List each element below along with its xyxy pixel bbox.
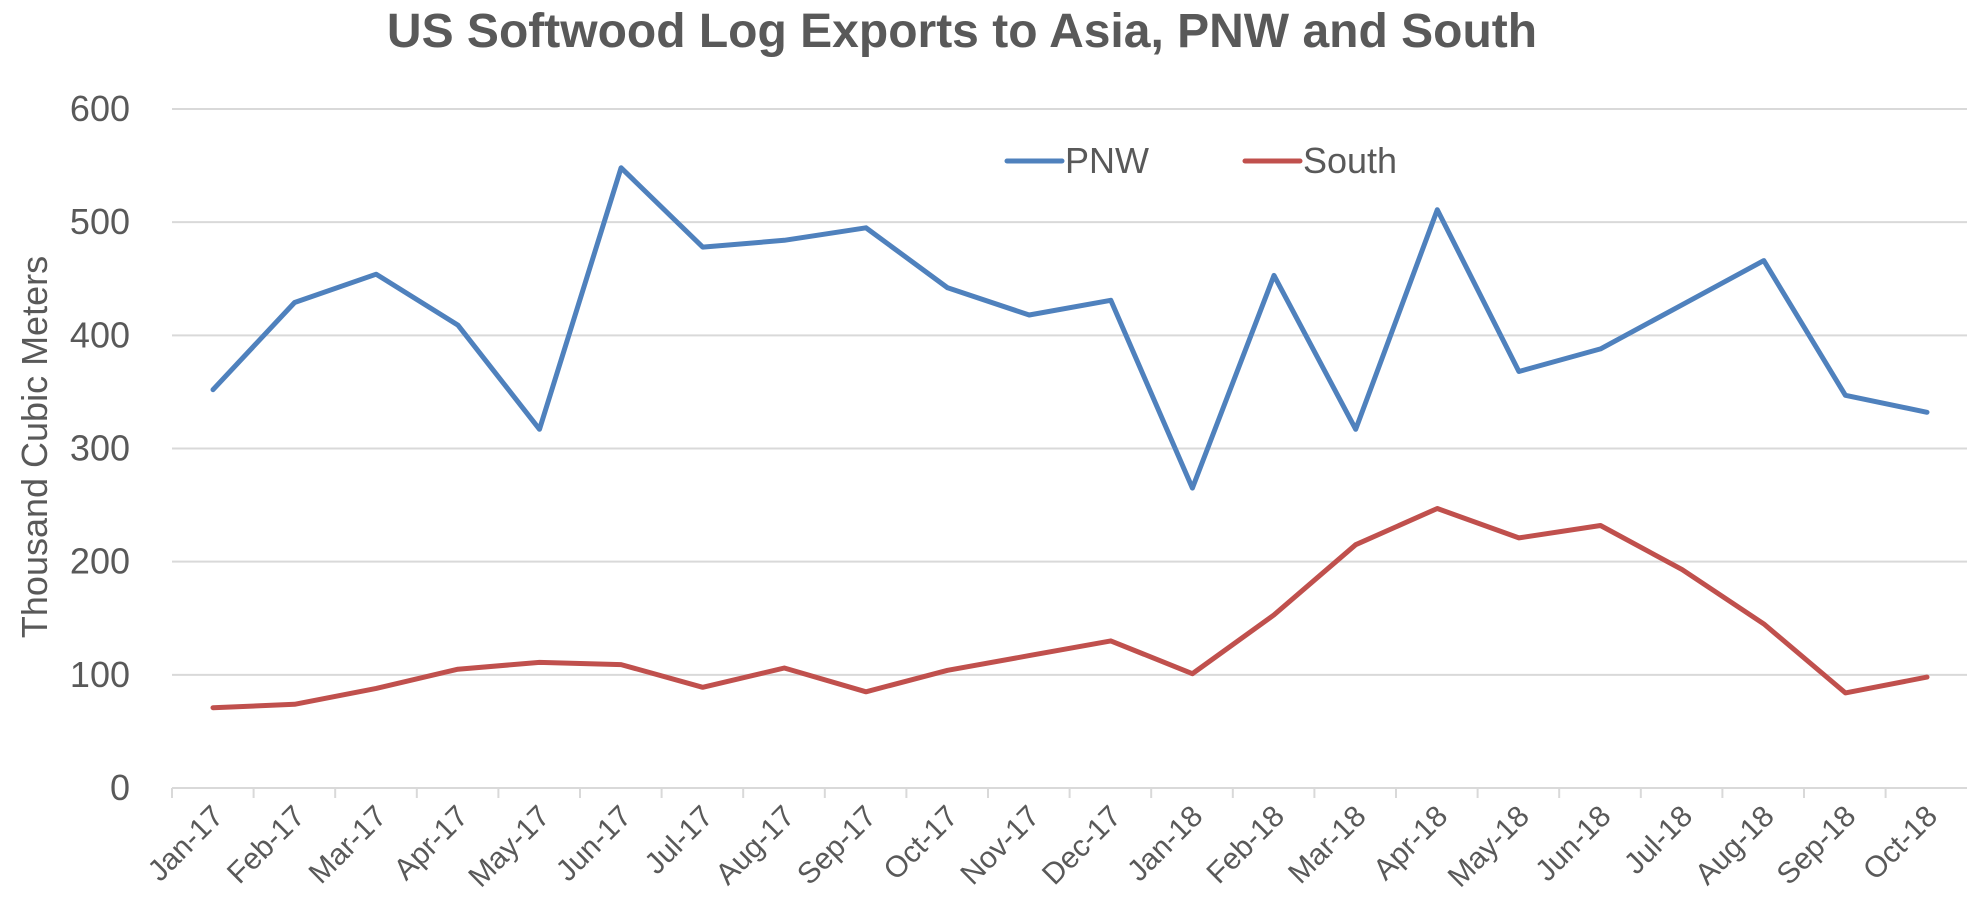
x-tick-label: Feb-17 — [221, 800, 312, 891]
y-tick-label: 200 — [70, 541, 130, 582]
x-tick-label: Jan-18 — [1121, 800, 1209, 888]
x-tick-label: Oct-17 — [878, 800, 965, 887]
y-tick-label: 100 — [70, 654, 130, 695]
x-tick-label: Sep-17 — [791, 800, 883, 892]
x-tick-label: Jan-17 — [142, 800, 230, 888]
series-lines — [210, 165, 1930, 711]
y-tick-label: 500 — [70, 201, 130, 242]
y-tick-label: 0 — [110, 767, 130, 808]
x-tick-label: Nov-17 — [954, 800, 1046, 892]
x-tick-label: May-18 — [1442, 800, 1536, 894]
x-tick-label: Jun-17 — [550, 800, 638, 888]
gridlines — [172, 108, 1967, 676]
x-tick-label: Sep-18 — [1771, 800, 1863, 892]
y-tick-label: 600 — [70, 88, 130, 129]
x-tick-label: Feb-18 — [1200, 800, 1291, 891]
x-tick-label: Aug-17 — [710, 800, 802, 892]
x-tick-label: Aug-18 — [1689, 800, 1781, 892]
x-tick-label: Apr-18 — [1367, 800, 1454, 887]
x-tick-label: Mar-18 — [1282, 800, 1373, 891]
x-tick-label: Mar-17 — [303, 800, 394, 891]
x-tick-label: Jul-18 — [1618, 800, 1699, 881]
x-tick-label: Jul-17 — [639, 800, 720, 881]
chart-title: US Softwood Log Exports to Asia, PNW and… — [387, 5, 1537, 58]
x-tick-label: Apr-17 — [388, 800, 475, 887]
series-line-south — [210, 506, 1930, 711]
x-tick-label: Oct-18 — [1857, 800, 1944, 887]
series-line-pnw — [210, 165, 1930, 491]
y-tick-label: 400 — [70, 314, 130, 355]
legend: PNW South — [1004, 140, 1397, 181]
x-tick-label: Dec-17 — [1036, 800, 1128, 892]
x-tick-label: Jun-18 — [1529, 800, 1617, 888]
y-tick-label: 300 — [70, 428, 130, 469]
y-axis-ticks: 0 100 200 300 400 500 600 — [70, 88, 130, 808]
x-tick-label: May-17 — [462, 800, 556, 894]
y-axis-label: Thousand Cubic Meters — [14, 256, 55, 638]
legend-label: South — [1303, 140, 1397, 181]
legend-label: PNW — [1065, 140, 1149, 181]
